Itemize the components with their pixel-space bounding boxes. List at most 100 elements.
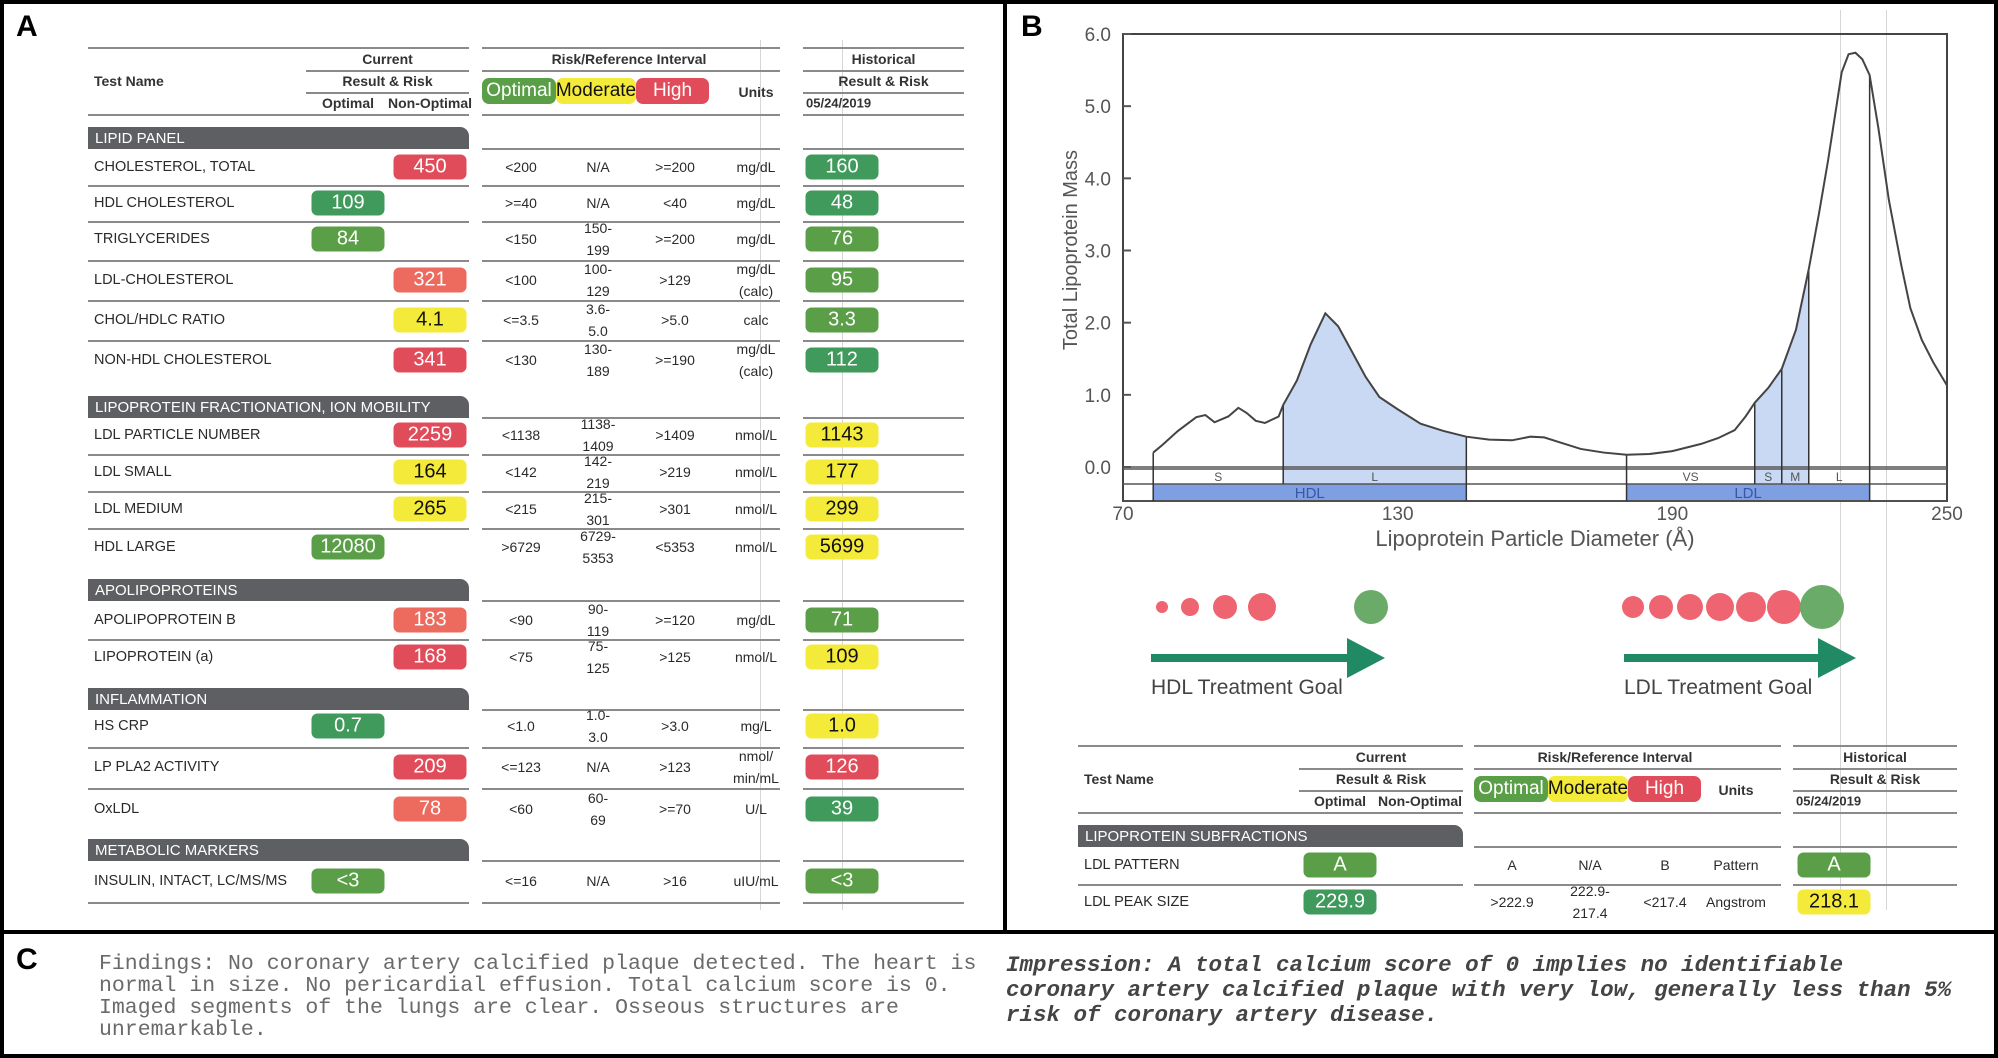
shaded-fraction-area — [1283, 313, 1467, 467]
divider-line — [482, 148, 780, 150]
current-result-pill: 341 — [393, 347, 467, 373]
ref-high: >16 — [663, 873, 687, 889]
x-axis-label: Lipoprotein Particle Diameter (Å) — [1375, 526, 1694, 551]
subclass-band-fill — [1754, 467, 1782, 484]
units: nmol/ min/mL — [733, 748, 779, 786]
scan-line — [760, 40, 761, 910]
ldl-goal-arrow-icon — [1624, 638, 1856, 678]
units: mg/dL — [736, 195, 776, 211]
ref-optimal: <=123 — [501, 759, 541, 775]
ref-moderate: 150-199 — [583, 220, 613, 258]
current-result-pill: 2259 — [393, 422, 467, 448]
ldl-particle-dot — [1736, 592, 1766, 622]
divider-line — [1793, 790, 1957, 792]
current-result-pill: 84 — [311, 226, 385, 252]
test-name: CHOL/HDLC RATIO — [94, 312, 226, 328]
current-result-pill: A — [1303, 852, 1377, 878]
test-name: TRIGLYCERIDES — [94, 231, 210, 247]
divider-line — [88, 528, 469, 530]
section-header: LIPOPROTEIN FRACTIONATION, ION MOBILITY — [88, 396, 469, 418]
scan-line — [1840, 10, 1841, 910]
test-name: LDL PATTERN — [1084, 857, 1180, 873]
ref-high: <40 — [663, 195, 687, 211]
divider-line — [88, 788, 469, 790]
ref-moderate: 6729-5353 — [580, 528, 616, 566]
test-name: NON-HDL CHOLESTEROL — [94, 352, 272, 368]
ref-moderate: N/A — [586, 195, 610, 211]
ref-moderate: 130-189 — [583, 341, 613, 379]
header-units: Units — [1718, 782, 1754, 798]
divider-line — [482, 528, 780, 530]
units: mg/dL — [736, 231, 776, 247]
section-header: METABOLIC MARKERS — [88, 839, 469, 861]
findings-line: Imaged segments of the lungs are clear. … — [99, 996, 899, 1020]
divider-line — [803, 638, 964, 641]
current-result-pill: 209 — [393, 754, 467, 780]
hdl-goal-arrow-icon — [1151, 638, 1385, 678]
units: mg/dL — [736, 612, 776, 628]
divider-line — [1474, 768, 1781, 770]
divider-line — [803, 417, 964, 419]
ref-high: >125 — [659, 649, 691, 665]
impression-line: coronary artery calcified plaque with ve… — [1006, 977, 1952, 1003]
hdl-particle-dot — [1213, 595, 1237, 619]
units: mg/L — [740, 718, 772, 734]
ref-high: >5.0 — [661, 312, 689, 328]
header-current: Current — [362, 51, 413, 67]
divider-line — [482, 185, 780, 187]
ldl-particle-dot — [1767, 590, 1801, 624]
ref-high: <217.4 — [1643, 894, 1687, 910]
ref-moderate: 100-129 — [583, 261, 613, 299]
shaded-fraction-area — [1781, 269, 1809, 467]
ldl-particle-dot — [1706, 593, 1734, 621]
header-hist-date: 05/24/2019 — [806, 95, 872, 111]
units: nmol/L — [734, 649, 778, 665]
divider-line — [803, 453, 964, 456]
ref-optimal: <1.0 — [507, 718, 535, 734]
ref-moderate: N/A — [586, 159, 610, 175]
header-non-optimal: Non-Optimal — [1378, 793, 1462, 809]
divider-line — [482, 746, 780, 749]
section-header: LIPOPROTEIN SUBFRACTIONS — [1078, 825, 1463, 847]
divider-line — [88, 902, 469, 904]
ldl-particle-dot — [1649, 595, 1673, 619]
header-result-risk: Result & Risk — [1335, 771, 1427, 787]
test-name: LDL PEAK SIZE — [1084, 894, 1190, 910]
shaded-fraction-area — [1754, 368, 1782, 467]
ref-high: >3.0 — [661, 718, 689, 734]
hdl-treatment-goal-label: HDL Treatment Goal — [1151, 676, 1343, 699]
header-optimal: Optimal — [321, 95, 375, 111]
ref-high: B — [1660, 857, 1670, 873]
units: nmol/L — [734, 501, 778, 517]
ref-optimal: >222.9 — [1490, 894, 1534, 910]
y-tick-label: 1.0 — [1085, 386, 1111, 407]
historical-result-pill: 71 — [805, 607, 879, 633]
ref-moderate: 75-125 — [586, 638, 610, 676]
findings-line: unremarkable. — [99, 1018, 267, 1042]
header-historical: Historical — [851, 51, 916, 67]
historical-result-pill: 48 — [805, 190, 879, 216]
divider-line — [803, 259, 964, 262]
divider-line — [1474, 812, 1781, 814]
divider-line — [482, 638, 780, 641]
historical-result-pill: 5699 — [805, 534, 879, 560]
panel-label-b: B — [1021, 10, 1043, 43]
ref-moderate: 3.6-5.0 — [585, 301, 611, 339]
plot-frame — [1122, 33, 1948, 502]
x-tick-label: 70 — [1112, 504, 1133, 525]
historical-result-pill: 112 — [805, 347, 879, 373]
divider-line — [88, 340, 469, 342]
divider-line — [88, 300, 469, 302]
legend-moderate: Moderate — [1548, 776, 1628, 802]
subclass-band-label: M — [1790, 470, 1800, 484]
ref-optimal: <=16 — [505, 873, 537, 889]
ref-moderate: 1.0-3.0 — [585, 707, 611, 745]
divider-line — [1474, 846, 1781, 848]
divider-line — [482, 300, 780, 302]
legend-moderate: Moderate — [556, 78, 636, 104]
subclass-band-label: S — [1214, 470, 1222, 484]
divider-line — [1078, 745, 1463, 747]
header-risk-interval: Risk/Reference Interval — [551, 51, 707, 67]
divider-line — [803, 148, 964, 150]
